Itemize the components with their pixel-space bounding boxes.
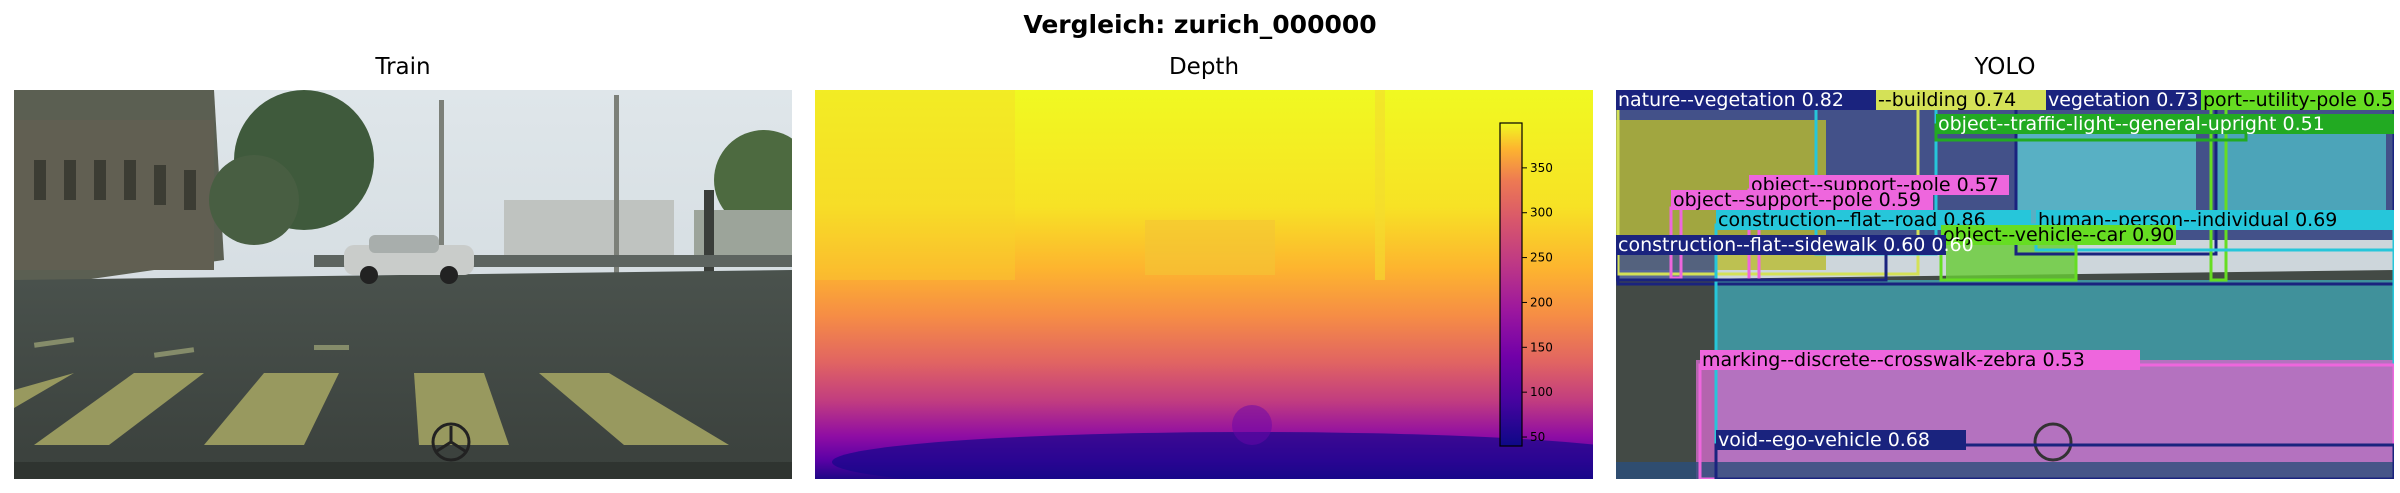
colorbar-tick-label: 250 <box>1530 251 1553 265</box>
colorbar-tick-label: 200 <box>1530 295 1553 309</box>
yolo-panel-title: YOLO <box>1974 54 2036 80</box>
train-photo <box>14 90 792 479</box>
detection-label: object--support--pole 0.59 <box>1673 189 1921 211</box>
detection-label: construction--flat--sidewalk 0.60 0.60 <box>1618 234 1974 256</box>
colorbar-tick-label: 150 <box>1530 340 1553 354</box>
depth-panel-title: Depth <box>1168 54 1240 80</box>
depth-image: 50 100 150 200 250 300 350 <box>815 90 1593 479</box>
detection-label: --building 0.74 <box>1878 90 2016 111</box>
detection-label: port--utility-pole 0.56 <box>2203 90 2394 111</box>
detection-label: object--vehicle--car 0.90 <box>1943 224 2174 246</box>
colorbar-tick-label: 50 <box>1530 430 1545 444</box>
colorbar-ticks: 50 100 150 200 250 300 350 <box>1522 161 1553 444</box>
detection-label: nature--vegetation 0.82 <box>1618 90 1844 111</box>
figure-title: Vergleich: zurich_000000 <box>1023 10 1377 39</box>
yolo-overlay: nature--vegetation 0.82 --building 0.74 … <box>1616 90 2394 479</box>
depth-map: 50 100 150 200 250 300 350 <box>815 90 1593 479</box>
detection-label: object--traffic-light--general-upright 0… <box>1938 113 2325 135</box>
detection-label: construction--flat--road 0.86 <box>1718 209 1986 231</box>
colorbar-tick-label: 350 <box>1530 161 1553 175</box>
detection-label: vegetation 0.73 <box>2048 90 2199 111</box>
yolo-image: nature--vegetation 0.82 --building 0.74 … <box>1616 90 2394 479</box>
colorbar-tick-label: 100 <box>1530 385 1553 399</box>
detection-label: marking--discrete--crosswalk-zebra 0.53 <box>1702 349 2085 371</box>
depth-colorbar <box>1499 122 1523 447</box>
detection-labels: nature--vegetation 0.82 --building 0.74 … <box>1616 90 2394 451</box>
detection-label: void--ego-vehicle 0.68 <box>1718 429 1930 451</box>
train-image <box>14 90 792 479</box>
colorbar-tick-label: 300 <box>1530 206 1553 220</box>
train-panel-title: Train <box>375 54 431 80</box>
